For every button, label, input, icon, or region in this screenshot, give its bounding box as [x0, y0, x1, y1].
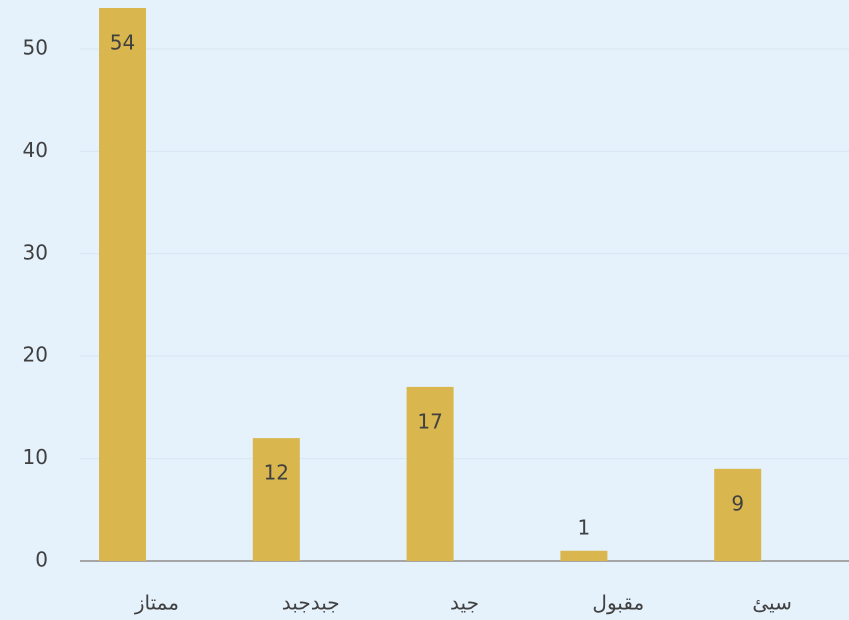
data-label: 12: [264, 461, 289, 485]
y-tick-label: 10: [23, 445, 48, 469]
bar: [99, 8, 146, 561]
bar: [406, 386, 454, 561]
y-tick-label: 0: [35, 548, 48, 572]
y-tick-label: 40: [23, 138, 48, 162]
x-tick-label: سيئ: [752, 591, 791, 615]
x-tick-label: ممتاز: [134, 591, 179, 615]
data-label: 9: [731, 491, 744, 515]
y-tick-label: 20: [23, 343, 48, 367]
bar: [714, 468, 762, 561]
y-tick-label: 50: [23, 35, 48, 59]
bar: [560, 550, 608, 561]
data-label: 1: [578, 515, 591, 539]
data-label: 17: [417, 409, 442, 433]
data-label: 54: [110, 31, 135, 55]
y-tick-label: 30: [23, 240, 48, 264]
bar: [252, 438, 300, 561]
x-tick-label: جبدجبد: [282, 591, 340, 615]
x-tick-label: جيد: [450, 591, 479, 615]
x-tick-label: مقبول: [592, 591, 644, 615]
